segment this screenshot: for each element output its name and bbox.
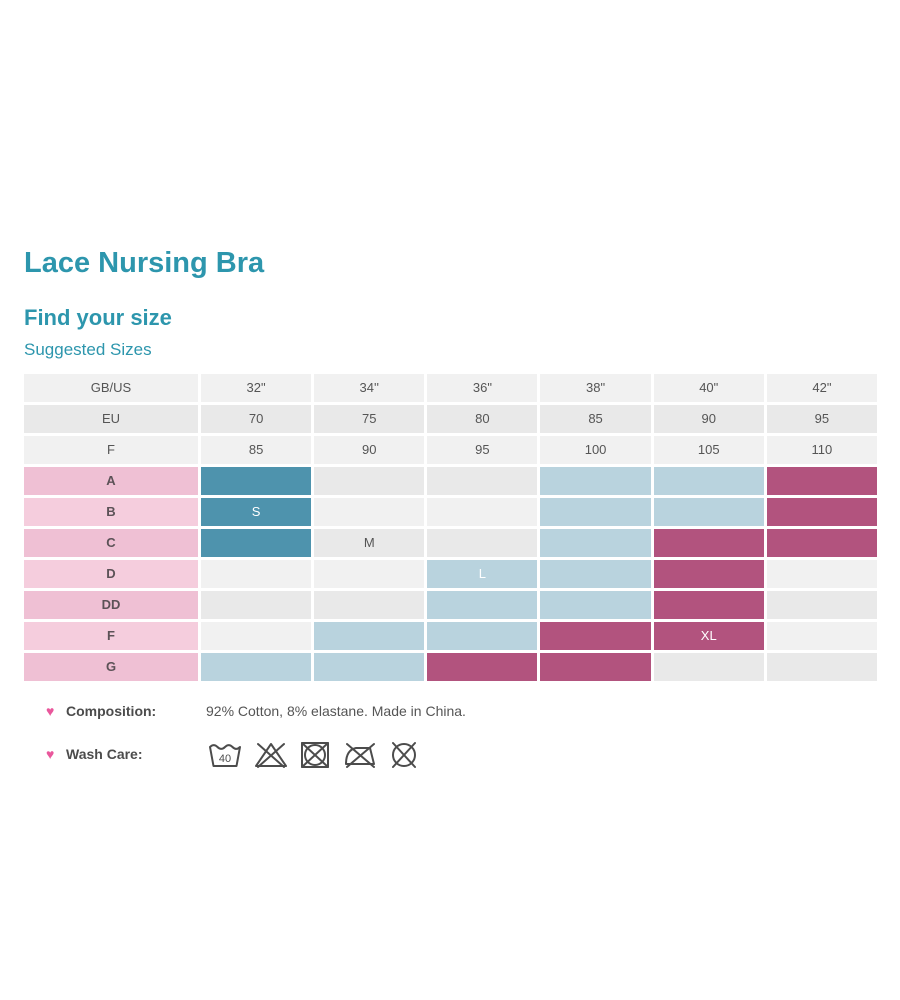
composition-label: Composition: xyxy=(66,703,157,720)
size-cell xyxy=(766,529,877,558)
size-cell: S xyxy=(201,498,312,527)
size-cell xyxy=(427,653,538,682)
svg-text:40: 40 xyxy=(219,753,231,765)
size-cell: XL xyxy=(653,622,764,651)
size-header-cell: 95 xyxy=(766,405,877,434)
size-cell xyxy=(427,529,538,558)
size-cell xyxy=(540,560,651,589)
size-cell xyxy=(201,622,312,651)
heart-icon: ♥ xyxy=(46,703,55,720)
size-header-cell: 32" xyxy=(201,374,312,403)
size-header-cell: 42" xyxy=(766,374,877,403)
size-cell xyxy=(314,498,425,527)
size-header-cell: 95 xyxy=(427,436,538,465)
size-header-cell: 85 xyxy=(540,405,651,434)
size-cell xyxy=(766,560,877,589)
size-cell xyxy=(540,529,651,558)
size-cell xyxy=(653,498,764,527)
do-not-bleach-icon xyxy=(252,739,290,769)
size-guide-content: Lace Nursing Bra Find your size Suggeste… xyxy=(24,247,877,769)
size-cell xyxy=(766,653,877,682)
size-cell xyxy=(540,498,651,527)
size-header-label: F xyxy=(24,436,198,465)
size-row-label: DD xyxy=(24,591,198,620)
size-cell xyxy=(201,529,312,558)
size-row-label: D xyxy=(24,560,198,589)
size-cell xyxy=(427,467,538,496)
heart-icon: ♥ xyxy=(46,746,55,763)
size-cell xyxy=(201,653,312,682)
size-cell xyxy=(427,591,538,620)
washcare-row: ♥ Wash Care: 40 xyxy=(46,739,877,769)
size-row-label: G xyxy=(24,653,198,682)
size-row-label: B xyxy=(24,498,198,527)
size-cell xyxy=(653,591,764,620)
size-header-cell: 90 xyxy=(653,405,764,434)
size-cell xyxy=(653,653,764,682)
size-cell xyxy=(766,622,877,651)
size-cell xyxy=(653,467,764,496)
size-header-cell: 36" xyxy=(427,374,538,403)
size-header-cell: 75 xyxy=(314,405,425,434)
suggested-sizes-heading: Suggested Sizes xyxy=(24,340,152,360)
size-header-cell: 105 xyxy=(653,436,764,465)
size-cell xyxy=(766,467,877,496)
size-cell xyxy=(540,591,651,620)
size-cell: L xyxy=(427,560,538,589)
size-cell xyxy=(201,467,312,496)
composition-value: 92% Cotton, 8% elastane. Made in China. xyxy=(206,703,466,720)
size-row-label: C xyxy=(24,529,198,558)
size-header-cell: 34'' xyxy=(314,374,425,403)
composition-row: ♥ Composition: 92% Cotton, 8% elastane. … xyxy=(46,703,877,719)
size-row-label: A xyxy=(24,467,198,496)
size-header-cell: 90 xyxy=(314,436,425,465)
size-header-cell: 40" xyxy=(653,374,764,403)
size-cell xyxy=(540,622,651,651)
find-your-size-heading: Find your size xyxy=(24,304,172,330)
size-header-cell: 100 xyxy=(540,436,651,465)
size-cell xyxy=(314,560,425,589)
size-cell xyxy=(540,467,651,496)
size-cell xyxy=(766,498,877,527)
size-header-cell: 80 xyxy=(427,405,538,434)
size-cell xyxy=(766,591,877,620)
size-header-cell: 110 xyxy=(766,436,877,465)
washcare-label: Wash Care: xyxy=(66,746,143,763)
do-not-dry-clean-icon xyxy=(386,739,422,769)
size-cell xyxy=(540,653,651,682)
page-title: Lace Nursing Bra xyxy=(24,247,265,279)
size-cell xyxy=(653,529,764,558)
size-cell xyxy=(653,560,764,589)
size-cell xyxy=(314,622,425,651)
size-header-cell: 70 xyxy=(201,405,312,434)
size-header-cell: 85 xyxy=(201,436,312,465)
size-cell xyxy=(314,591,425,620)
size-cell xyxy=(314,653,425,682)
size-cell xyxy=(427,498,538,527)
size-cell: M xyxy=(314,529,425,558)
size-chart-table: GB/US 32" 34'' 36" 38" 40" 42" EU 70 75 80 85 90 95 F 8… xyxy=(24,374,877,682)
size-cell xyxy=(201,560,312,589)
wash-care-icons: 40 xyxy=(206,739,428,769)
do-not-iron-icon xyxy=(340,739,380,769)
size-header-label: GB/US xyxy=(24,374,198,403)
do-not-tumble-dry-icon xyxy=(296,739,334,769)
size-cell xyxy=(314,467,425,496)
size-row-label: F xyxy=(24,622,198,651)
size-header-cell: 38" xyxy=(540,374,651,403)
size-cell xyxy=(201,591,312,620)
size-header-label: EU xyxy=(24,405,198,434)
wash-40-icon: 40 xyxy=(206,739,246,769)
size-cell xyxy=(427,622,538,651)
